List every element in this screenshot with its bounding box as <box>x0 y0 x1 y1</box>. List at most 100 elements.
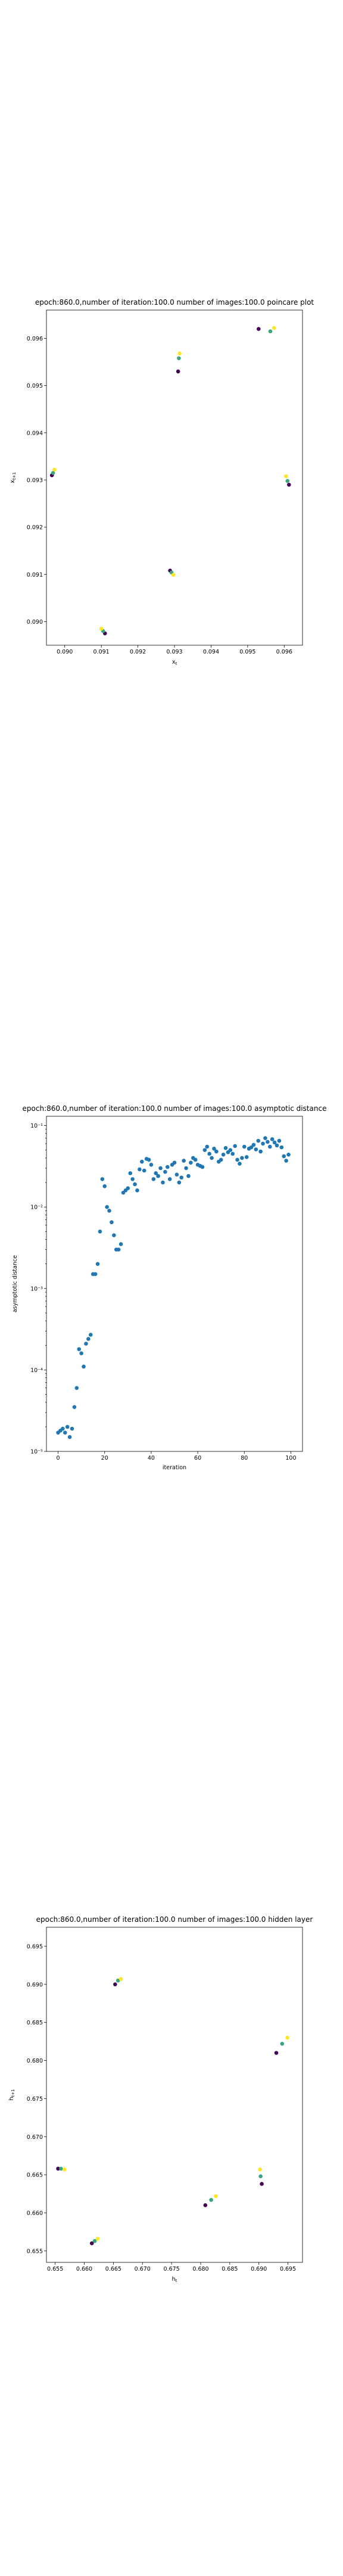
data-point <box>258 2174 263 2178</box>
data-point <box>230 1151 235 1156</box>
data-point <box>214 1149 219 1154</box>
data-point <box>268 329 273 333</box>
data-point <box>210 1156 214 1160</box>
data-point <box>176 369 180 374</box>
data-point <box>207 1151 211 1156</box>
data-point <box>209 2197 213 2202</box>
x-tick-label: 0.094 <box>203 649 219 655</box>
data-point <box>277 1138 282 1143</box>
x-tick-label: 0.093 <box>166 649 182 655</box>
data-point <box>149 1163 154 1167</box>
x-tick-label: 0.090 <box>57 649 73 655</box>
data-point <box>249 1145 254 1150</box>
x-tick-label: 0.095 <box>239 649 255 655</box>
data-point <box>244 1155 249 1159</box>
y-tick-label: 0.695 <box>27 1943 43 1950</box>
data-point <box>62 2167 67 2172</box>
hidden-layer-plot-axes-frame <box>46 1927 303 2263</box>
y-tick-label: 0.680 <box>27 2058 43 2064</box>
data-point <box>110 1220 114 1225</box>
data-point <box>286 1152 291 1157</box>
data-point <box>84 1342 88 1346</box>
x-tick-label: 0.670 <box>135 2266 151 2272</box>
data-point <box>167 1177 172 1181</box>
y-tick-label: 0.670 <box>27 2134 43 2141</box>
data-point <box>177 356 181 361</box>
data-point <box>240 1156 244 1160</box>
data-point <box>285 2035 289 2040</box>
data-point <box>65 1425 70 1429</box>
y-tick-label: 10⁻¹ <box>30 1123 43 1129</box>
data-point <box>165 1165 170 1169</box>
data-point <box>284 1159 288 1163</box>
y-tick-label: 0.685 <box>27 2020 43 2026</box>
data-point <box>135 1188 139 1193</box>
y-tick-label: 0.093 <box>27 477 43 484</box>
hidden-layer-plot-title: epoch:860.0,number of iteration:100.0 nu… <box>36 1915 313 1924</box>
data-point <box>113 1982 117 1987</box>
y-tick-label: 0.665 <box>27 2172 43 2179</box>
data-point <box>161 1180 165 1185</box>
data-point <box>77 1347 82 1351</box>
data-point <box>93 1272 98 1277</box>
x-tick-label: 0.655 <box>47 2266 63 2272</box>
data-point <box>242 1144 247 1149</box>
poincare-y-ticks: 0.090 0.091 0.092 0.093 0.094 0.095 0.096 <box>27 336 46 626</box>
data-point <box>92 2238 97 2243</box>
data-point <box>154 1171 158 1175</box>
data-point <box>228 1148 233 1152</box>
data-point <box>212 1147 216 1151</box>
data-point <box>279 1145 284 1150</box>
data-point <box>193 1157 198 1162</box>
data-point <box>182 1159 186 1163</box>
y-tick-label: 0.095 <box>27 383 43 389</box>
data-point <box>61 1426 65 1431</box>
data-point <box>163 1169 167 1174</box>
data-point <box>130 1177 135 1181</box>
data-point <box>280 2042 285 2046</box>
y-tick-label: 0.655 <box>27 2248 43 2255</box>
data-point <box>56 2166 60 2171</box>
data-point <box>177 1180 182 1185</box>
data-point <box>52 467 57 472</box>
data-point <box>261 1141 265 1146</box>
hidden-layer-y-label: ht+1 <box>8 2089 15 2100</box>
data-point <box>70 1426 74 1431</box>
x-tick-label: 0.675 <box>164 2266 180 2272</box>
data-point <box>142 1168 146 1173</box>
data-point <box>214 2194 218 2199</box>
asymptotic-points <box>56 1136 291 1439</box>
data-point <box>133 1182 137 1187</box>
data-point <box>89 2241 94 2246</box>
y-tick-label: 0.690 <box>27 1981 43 1988</box>
data-point <box>238 1162 242 1166</box>
data-point <box>275 1143 279 1148</box>
data-point <box>260 2182 264 2186</box>
data-point <box>126 1186 130 1190</box>
x-tick-label: 0.660 <box>76 2266 92 2272</box>
data-point <box>258 1149 263 1154</box>
data-point <box>74 1386 79 1390</box>
data-point <box>116 1247 121 1252</box>
y-tick-label: 0.094 <box>27 430 43 436</box>
data-point <box>285 479 290 483</box>
asymptotic-x-label: iteration <box>163 1465 186 1471</box>
data-point <box>72 1405 77 1409</box>
data-point <box>263 1136 267 1141</box>
data-point <box>256 327 261 331</box>
data-point <box>219 1157 223 1162</box>
data-point <box>274 2051 279 2055</box>
asymptotic-y-ticks: 10⁻⁵ 10⁻⁴ 10⁻³ 10⁻² 10⁻¹ <box>30 1123 46 1456</box>
data-point <box>254 1147 258 1151</box>
y-tick-label: 10⁻⁴ <box>30 1367 43 1374</box>
hidden-layer-y-ticks: 0.655 0.660 0.665 0.670 0.675 0.680 0.685 0.690… <box>27 1943 46 2255</box>
data-point <box>171 572 176 577</box>
data-point <box>112 1233 116 1237</box>
data-point <box>202 1148 207 1152</box>
asymptotic-x-ticks: 0 20 40 60 80 100 <box>57 1451 297 1462</box>
data-point <box>98 1229 102 1234</box>
data-point <box>105 1205 109 1209</box>
data-point <box>223 1145 228 1150</box>
x-tick-label: 100 <box>285 1455 296 1462</box>
